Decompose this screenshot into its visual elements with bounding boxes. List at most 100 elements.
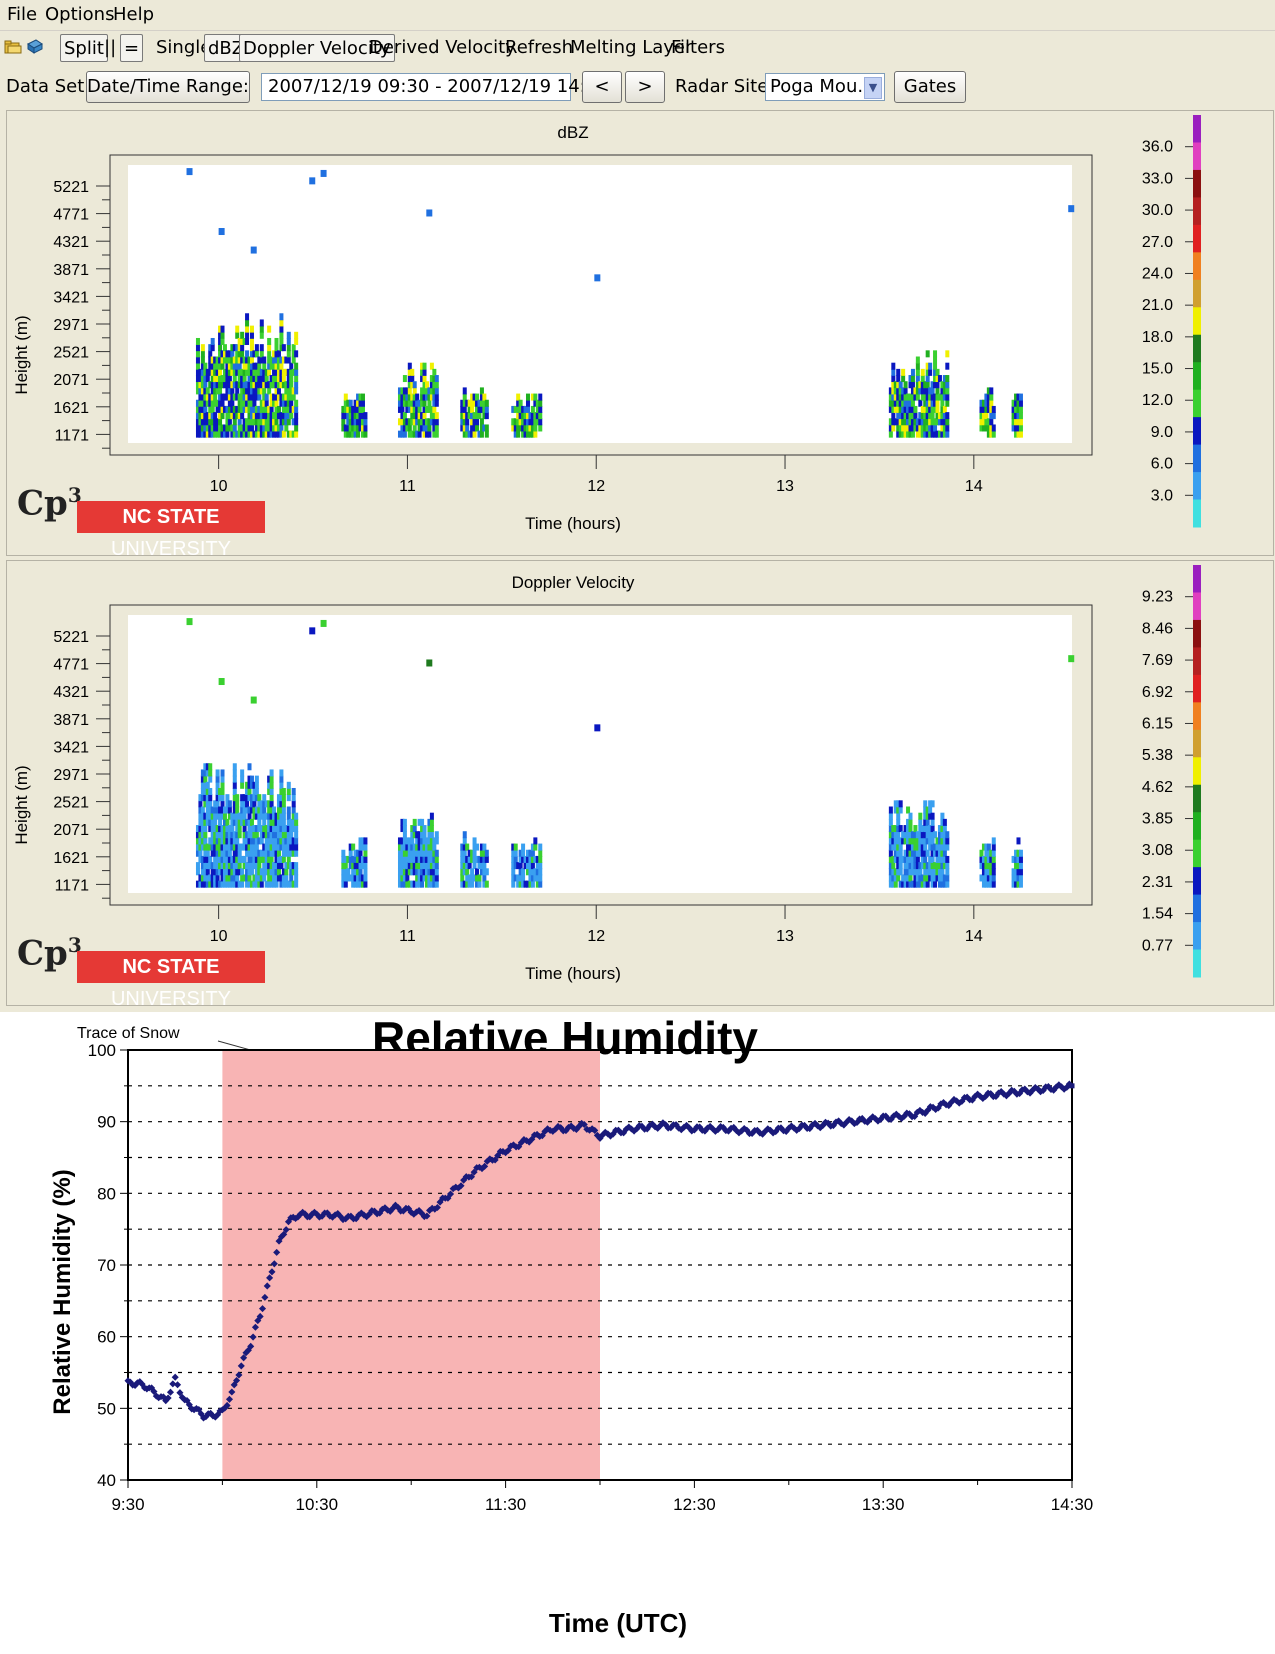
echo-cell: [247, 430, 252, 438]
echo-cell: [405, 424, 410, 432]
echo-cell: [269, 405, 274, 413]
save-disk-icon[interactable]: [26, 38, 44, 56]
echo-cell: [407, 393, 412, 401]
echo-cell: [410, 849, 415, 857]
echo-cell: [230, 880, 235, 888]
echo-cell: [477, 880, 482, 888]
data-point: [228, 1388, 236, 1396]
echo-cell: [462, 405, 467, 413]
menu-help[interactable]: Help: [113, 4, 155, 25]
scale-label: 0.77: [1142, 937, 1173, 954]
echo-cell: [289, 862, 294, 870]
echo-cell: [230, 393, 235, 401]
scale-swatch: [1193, 702, 1201, 731]
echo-cell: [397, 399, 402, 407]
previous-button[interactable]: <: [582, 71, 622, 103]
echo-cell: [252, 874, 257, 882]
chevron-down-icon[interactable]: ▼: [864, 77, 882, 99]
melting-layer-button[interactable]: Melting Layer: [570, 37, 693, 58]
date-time-range-button[interactable]: Date/Time Range:: [86, 71, 250, 103]
radar-site-select[interactable]: Poga Mou... ▼: [765, 73, 885, 101]
echo-cell: [906, 430, 911, 438]
echo-cell: [986, 424, 991, 432]
date-range-field[interactable]: 2007/12/19 09:30 - 2007/12/19 14:30: [261, 73, 609, 101]
echo-point: [594, 724, 601, 732]
echo-cell: [218, 831, 223, 839]
echo-cell: [259, 430, 264, 438]
echo-cell: [984, 862, 989, 870]
echo-cell: [267, 787, 272, 795]
echo-cell: [240, 393, 245, 401]
refresh-button[interactable]: Refresh: [505, 37, 573, 58]
echo-cell: [227, 831, 232, 839]
echo-cell: [412, 405, 417, 413]
echo-cell: [986, 868, 991, 876]
echo-cell: [417, 430, 422, 438]
echo-cell: [247, 880, 252, 888]
echo-cell: [284, 825, 289, 833]
echo-cell: [511, 868, 516, 876]
echo-cell: [210, 424, 215, 432]
echo-cell: [945, 843, 950, 851]
open-folder-icon[interactable]: [4, 38, 22, 56]
next-button[interactable]: >: [625, 71, 665, 103]
equals-button[interactable]: =: [120, 34, 144, 62]
echo-cell: [513, 418, 518, 426]
echo-cell: [230, 381, 235, 389]
echo-cell: [294, 424, 299, 432]
echo-cell: [530, 424, 535, 432]
echo-cell: [279, 412, 284, 420]
echo-cell: [896, 855, 901, 863]
echo-cell: [940, 418, 945, 426]
echo-cell: [930, 855, 935, 863]
echo-cell: [230, 874, 235, 882]
derived-velocity-button[interactable]: Derived Velocity: [369, 37, 516, 58]
echo-cell: [200, 855, 205, 863]
echo-cell: [910, 880, 915, 888]
scale-swatch: [1193, 307, 1201, 336]
echo-cell: [410, 368, 415, 376]
single-button[interactable]: Single: [156, 37, 212, 58]
echo-cell: [925, 880, 930, 888]
echo-cell: [989, 855, 994, 863]
menu-file[interactable]: File: [7, 4, 38, 25]
echo-cell: [254, 344, 259, 352]
echo-cell: [264, 368, 269, 376]
scale-label: 9.23: [1142, 589, 1173, 606]
echo-cell: [215, 849, 220, 857]
echo-cell: [208, 356, 213, 364]
echo-cell: [257, 412, 262, 420]
echo-cell: [1016, 849, 1021, 857]
echo-cell: [400, 862, 405, 870]
echo-cell: [891, 825, 896, 833]
echo-cell: [242, 800, 247, 808]
echo-cell: [1018, 880, 1023, 888]
filters-button[interactable]: Filters: [671, 37, 725, 58]
echo-cell: [257, 418, 262, 426]
echo-cell: [906, 825, 911, 833]
echo-cell: [203, 381, 208, 389]
echo-cell: [230, 812, 235, 820]
echo-cell: [898, 381, 903, 389]
echo-cell: [232, 806, 237, 814]
menu-options[interactable]: Options: [45, 4, 115, 25]
echo-cell: [940, 843, 945, 851]
echo-cell: [475, 405, 480, 413]
echo-cell: [356, 868, 361, 876]
doppler-plot: Doppler Velocity 52214771432138713421297…: [12, 565, 1201, 983]
split-button[interactable]: Split: [60, 34, 108, 62]
echo-cell: [284, 356, 289, 364]
echo-cell: [252, 387, 257, 395]
echo-cell: [257, 837, 262, 845]
echo-cell: [289, 837, 294, 845]
echo-cell: [205, 393, 210, 401]
doppler-velocity-button[interactable]: Doppler Velocity: [239, 34, 395, 62]
echo-cell: [888, 393, 893, 401]
echo-cell: [227, 362, 232, 370]
echo-cell: [232, 393, 237, 401]
echo-cell: [343, 868, 348, 876]
echo-cell: [341, 880, 346, 888]
parallel-button[interactable]: ||: [104, 37, 117, 58]
gates-button[interactable]: Gates: [894, 71, 966, 103]
echo-cell: [417, 405, 422, 413]
